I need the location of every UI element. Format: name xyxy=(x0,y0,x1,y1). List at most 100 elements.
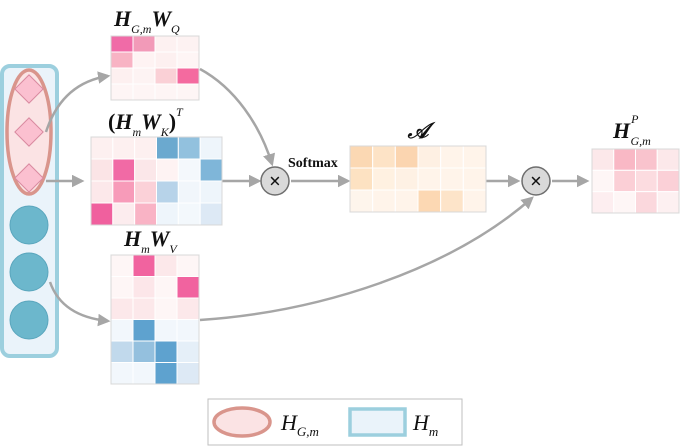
v-matrix-cell xyxy=(176,319,200,342)
q-matrix-cell xyxy=(176,83,200,101)
value-label-sub2: V xyxy=(169,242,178,256)
attention-matrix xyxy=(349,145,487,213)
v-matrix-cell xyxy=(176,340,200,363)
multiply-op-1: × xyxy=(260,166,290,196)
q-matrix-cell xyxy=(154,35,178,53)
v-matrix-cell xyxy=(154,319,178,342)
q-matrix-cell xyxy=(176,67,200,85)
v-matrix-cell xyxy=(154,276,178,299)
q-matrix-cell xyxy=(110,67,134,85)
k-matrix-cell xyxy=(112,158,136,182)
q-matrix-border xyxy=(110,35,200,101)
k-matrix-cell xyxy=(177,136,201,160)
v-matrix-cell xyxy=(110,254,134,277)
attn-matrix-cell xyxy=(394,145,419,169)
attn-matrix-cell xyxy=(372,189,396,213)
value-label: HmWV xyxy=(123,226,178,256)
key-label-h: H xyxy=(114,109,133,134)
group-node-2 xyxy=(14,117,44,147)
v-matrix-cell xyxy=(132,254,156,277)
softmax-label: Softmax xyxy=(288,156,338,171)
legend-item2-sub: m xyxy=(429,424,438,439)
v-matrix-cell xyxy=(154,297,178,320)
k-matrix-cell xyxy=(112,136,136,160)
k-matrix-cell xyxy=(199,158,223,182)
v-matrix-cell xyxy=(110,362,134,385)
v-matrix-cell xyxy=(110,319,134,342)
key-matrix xyxy=(90,136,223,226)
k-matrix-cell xyxy=(90,202,114,226)
v-matrix-cell xyxy=(176,297,200,320)
v-matrix-cell xyxy=(110,276,134,299)
key-label-close: ) xyxy=(169,109,176,134)
q-matrix-cell xyxy=(132,51,156,69)
out-matrix-border xyxy=(591,148,680,214)
q-matrix-cell xyxy=(132,35,156,53)
k-matrix-cell xyxy=(156,158,179,182)
v-matrix-cell xyxy=(176,362,200,385)
legend-item2-label: Hm xyxy=(412,410,438,439)
v-matrix-cell xyxy=(176,254,200,277)
input-column xyxy=(0,64,59,358)
query-label-sub2: Q xyxy=(171,22,180,36)
v-matrix-cell xyxy=(132,340,156,363)
output-matrix xyxy=(591,148,680,214)
attn-matrix-cell xyxy=(462,145,487,169)
attn-matrix-cell xyxy=(417,167,442,191)
key-label: (HmWK)T xyxy=(108,105,184,139)
q-matrix-cell xyxy=(110,51,134,69)
k-matrix-cell xyxy=(134,180,157,204)
k-matrix-cell xyxy=(177,202,201,226)
query-label-h: H xyxy=(113,6,132,31)
v-matrix-cell xyxy=(154,340,178,363)
attn-matrix-border xyxy=(349,145,487,213)
q-matrix-cell xyxy=(110,83,134,101)
q-matrix-cell xyxy=(132,67,156,85)
legend-item1-label: HG,m xyxy=(280,410,319,439)
key-label-sub2: K xyxy=(160,125,170,139)
group-node-3 xyxy=(14,163,44,193)
value-label-w: W xyxy=(150,226,171,251)
output-label-h: H xyxy=(612,118,631,143)
output-label: HP G,m xyxy=(612,112,651,148)
attn-matrix-cell xyxy=(349,189,374,213)
attn-matrix-cell xyxy=(349,167,374,191)
k-matrix-cell xyxy=(134,202,157,226)
multiply-symbol-2: × xyxy=(530,169,542,193)
query-label-w: W xyxy=(151,6,172,31)
arrow-to-value xyxy=(48,281,111,327)
attn-matrix-cell xyxy=(372,167,396,191)
out-matrix-cell xyxy=(591,148,615,171)
k-matrix-cell xyxy=(90,180,114,204)
attn-matrix-cell xyxy=(462,167,487,191)
attn-matrix-cell xyxy=(394,189,419,213)
k-matrix-cell xyxy=(90,136,114,160)
k-matrix-cell xyxy=(177,180,201,204)
k-matrix-border xyxy=(90,136,223,226)
k-matrix-cell xyxy=(156,202,179,226)
legend-column-box xyxy=(348,407,407,437)
k-matrix-cell xyxy=(199,202,223,226)
k-matrix-cell xyxy=(199,136,223,160)
v-matrix-cell xyxy=(132,319,156,342)
v-matrix-cell xyxy=(154,254,178,277)
out-matrix-cell xyxy=(656,169,680,193)
out-matrix-cell xyxy=(635,191,658,214)
out-matrix-cell xyxy=(635,169,658,193)
output-label-sub: G,m xyxy=(630,134,651,148)
attn-matrix-cell xyxy=(440,189,464,213)
k-matrix-cell xyxy=(199,180,223,204)
v-matrix-cell xyxy=(176,276,200,299)
attn-matrix-cell xyxy=(417,189,442,213)
arrow-value-to-multiply xyxy=(199,196,534,322)
q-matrix-cell xyxy=(176,35,200,53)
legend-group-ellipse xyxy=(212,406,272,438)
q-matrix-cell xyxy=(132,83,156,101)
node-circle-3 xyxy=(9,300,49,340)
out-matrix-cell xyxy=(613,148,636,171)
attn-matrix-cell xyxy=(349,145,374,169)
k-matrix-cell xyxy=(112,180,136,204)
legend-item2-h: H xyxy=(412,410,430,435)
out-matrix-cell xyxy=(656,191,680,214)
out-matrix-cell xyxy=(591,169,615,193)
